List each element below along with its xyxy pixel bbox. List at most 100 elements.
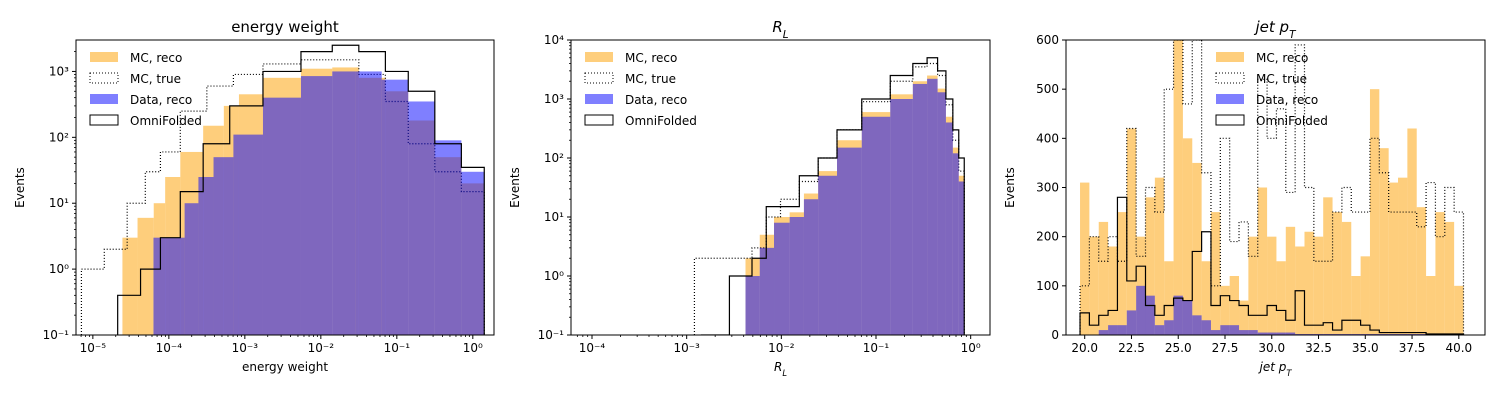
- y-tick-label: 200: [1036, 230, 1059, 244]
- y-tick-label: 10⁻¹: [538, 328, 565, 342]
- y-tick-label: 10³: [544, 92, 564, 106]
- bar-data-reco: [1173, 295, 1183, 335]
- x-tick-label: 32.5: [1305, 341, 1332, 355]
- bar-data-reco: [153, 237, 170, 335]
- bar-data-reco: [952, 153, 959, 335]
- x-tick-label: 25.0: [1165, 341, 1192, 355]
- chart-panel-1: 10⁻⁵ 10⁻⁴ 10⁻³ 10⁻² 10⁻¹ 10⁰ 10⁻¹ 10⁰ 10¹ 10² 10³ e…: [13, 18, 495, 374]
- legend-label: MC, true: [130, 72, 181, 86]
- legend-label: MC, reco: [130, 51, 182, 65]
- bar-data-reco: [355, 71, 382, 335]
- y-tick-label: 300: [1036, 181, 1059, 195]
- x-tick-label: 10⁰: [463, 341, 483, 355]
- bar-mc-reco: [1360, 256, 1370, 335]
- bar-data-reco: [381, 79, 409, 335]
- y-tick-label: 600: [1036, 33, 1059, 47]
- y-tick-label: 0: [1051, 328, 1059, 342]
- y-tick-label: 10¹: [544, 210, 564, 224]
- bar-mc-reco: [1201, 261, 1211, 335]
- bar-data-reco: [837, 147, 862, 335]
- bar-data-reco: [461, 171, 485, 335]
- bar-data-reco: [861, 116, 891, 335]
- bar-data-reco: [1285, 332, 1296, 335]
- step-line-omnifolded: [1079, 196, 1465, 335]
- plot-area: [80, 44, 485, 335]
- step-line-mc-true: [80, 59, 485, 335]
- bar-data-reco: [1136, 285, 1146, 335]
- bar-data-reco: [184, 203, 199, 335]
- legend-swatch-mc-reco: [90, 52, 118, 62]
- x-tick-label: 10⁻³: [232, 341, 259, 355]
- bar-mc-reco: [1444, 221, 1455, 335]
- legend-swatch-omnifolded: [89, 114, 119, 126]
- bar-mc-reco: [1341, 221, 1352, 335]
- bar-mc-reco: [1080, 182, 1090, 335]
- y-tick-label: 10¹: [49, 196, 69, 210]
- bar-data-reco: [1182, 300, 1193, 335]
- series-data-reco: [745, 78, 965, 335]
- bar-mc-reco: [1454, 285, 1464, 335]
- legend-swatch-mc-true: [1215, 72, 1245, 84]
- bar-data-reco: [803, 199, 819, 335]
- legend-label: Data, reco: [130, 93, 192, 107]
- bar-data-reco: [759, 247, 775, 335]
- legend-swatch-mc-true: [584, 72, 614, 84]
- bar-mc-reco: [1098, 221, 1109, 335]
- bar-mc-reco: [1089, 236, 1099, 335]
- legend-label: MC, true: [625, 72, 676, 86]
- legend-label: Data, reco: [1256, 93, 1318, 107]
- legend: MC, reco MC, true Data, reco OmniFolded: [1215, 51, 1328, 128]
- bar-mc-reco: [1388, 182, 1399, 335]
- x-tick-label: 40.0: [1445, 341, 1472, 355]
- series-data-reco: [153, 71, 485, 335]
- x-tick-label: 37.5: [1399, 341, 1426, 355]
- bar-data-reco: [1239, 330, 1249, 335]
- bar-data-reco: [1220, 325, 1230, 335]
- x-tick-label: 10⁻¹: [863, 341, 890, 355]
- series-omnifolded: [117, 44, 485, 335]
- bar-data-reco: [789, 217, 804, 335]
- bar-data-reco: [1201, 320, 1211, 335]
- legend-swatch-omnifolded: [584, 114, 614, 126]
- y-tick-label: 400: [1036, 131, 1059, 145]
- bar-mc-reco: [1332, 212, 1342, 335]
- x-axis-label: energy weight: [242, 360, 328, 374]
- legend: MC, reco MC, true Data, reco OmniFolded: [584, 51, 697, 128]
- x-tick-label: 10⁻³: [673, 341, 700, 355]
- legend-label: MC, reco: [1256, 51, 1308, 65]
- bar-data-reco: [169, 237, 185, 335]
- legend-swatch-data-reco: [585, 94, 613, 104]
- x-tick-label: 10⁻²: [768, 341, 795, 355]
- bar-mc-reco: [1407, 128, 1417, 335]
- x-tick-label: 10⁻⁴: [156, 341, 183, 355]
- bar-data-reco: [818, 175, 838, 335]
- bar-mc-reco: [1267, 236, 1277, 335]
- bar-mc-reco: [1351, 276, 1361, 335]
- bar-data-reco: [1108, 325, 1118, 335]
- bar-data-reco: [1257, 332, 1268, 335]
- bar-data-reco: [890, 99, 913, 335]
- x-tick-label: 10⁰: [961, 341, 981, 355]
- bar-data-reco: [958, 181, 965, 335]
- bar-data-reco: [1276, 332, 1286, 335]
- legend-swatch-mc-true: [89, 72, 119, 84]
- bar-data-reco: [434, 140, 462, 335]
- bar-data-reco: [1210, 330, 1221, 335]
- bar-mc-reco: [1220, 285, 1230, 335]
- legend-swatch-mc-reco: [1216, 52, 1244, 62]
- y-tick-label: 10³: [49, 64, 69, 78]
- bar-data-reco: [300, 76, 333, 335]
- bar-mc-reco: [1145, 197, 1155, 335]
- x-tick-label: 27.5: [1212, 341, 1239, 355]
- x-tick-label: 22.5: [1118, 341, 1145, 355]
- bar-mc-reco: [1257, 187, 1268, 335]
- bar-data-reco: [213, 157, 234, 335]
- bar-mc-reco: [1398, 177, 1408, 335]
- series-omnifolded: [700, 57, 965, 335]
- plot-area: [1079, 40, 1465, 335]
- bar-data-reco: [1126, 310, 1137, 335]
- y-tick-label: 10⁻¹: [43, 328, 70, 342]
- bar-mc-reco: [1173, 40, 1183, 335]
- step-line-omnifolded: [700, 57, 965, 335]
